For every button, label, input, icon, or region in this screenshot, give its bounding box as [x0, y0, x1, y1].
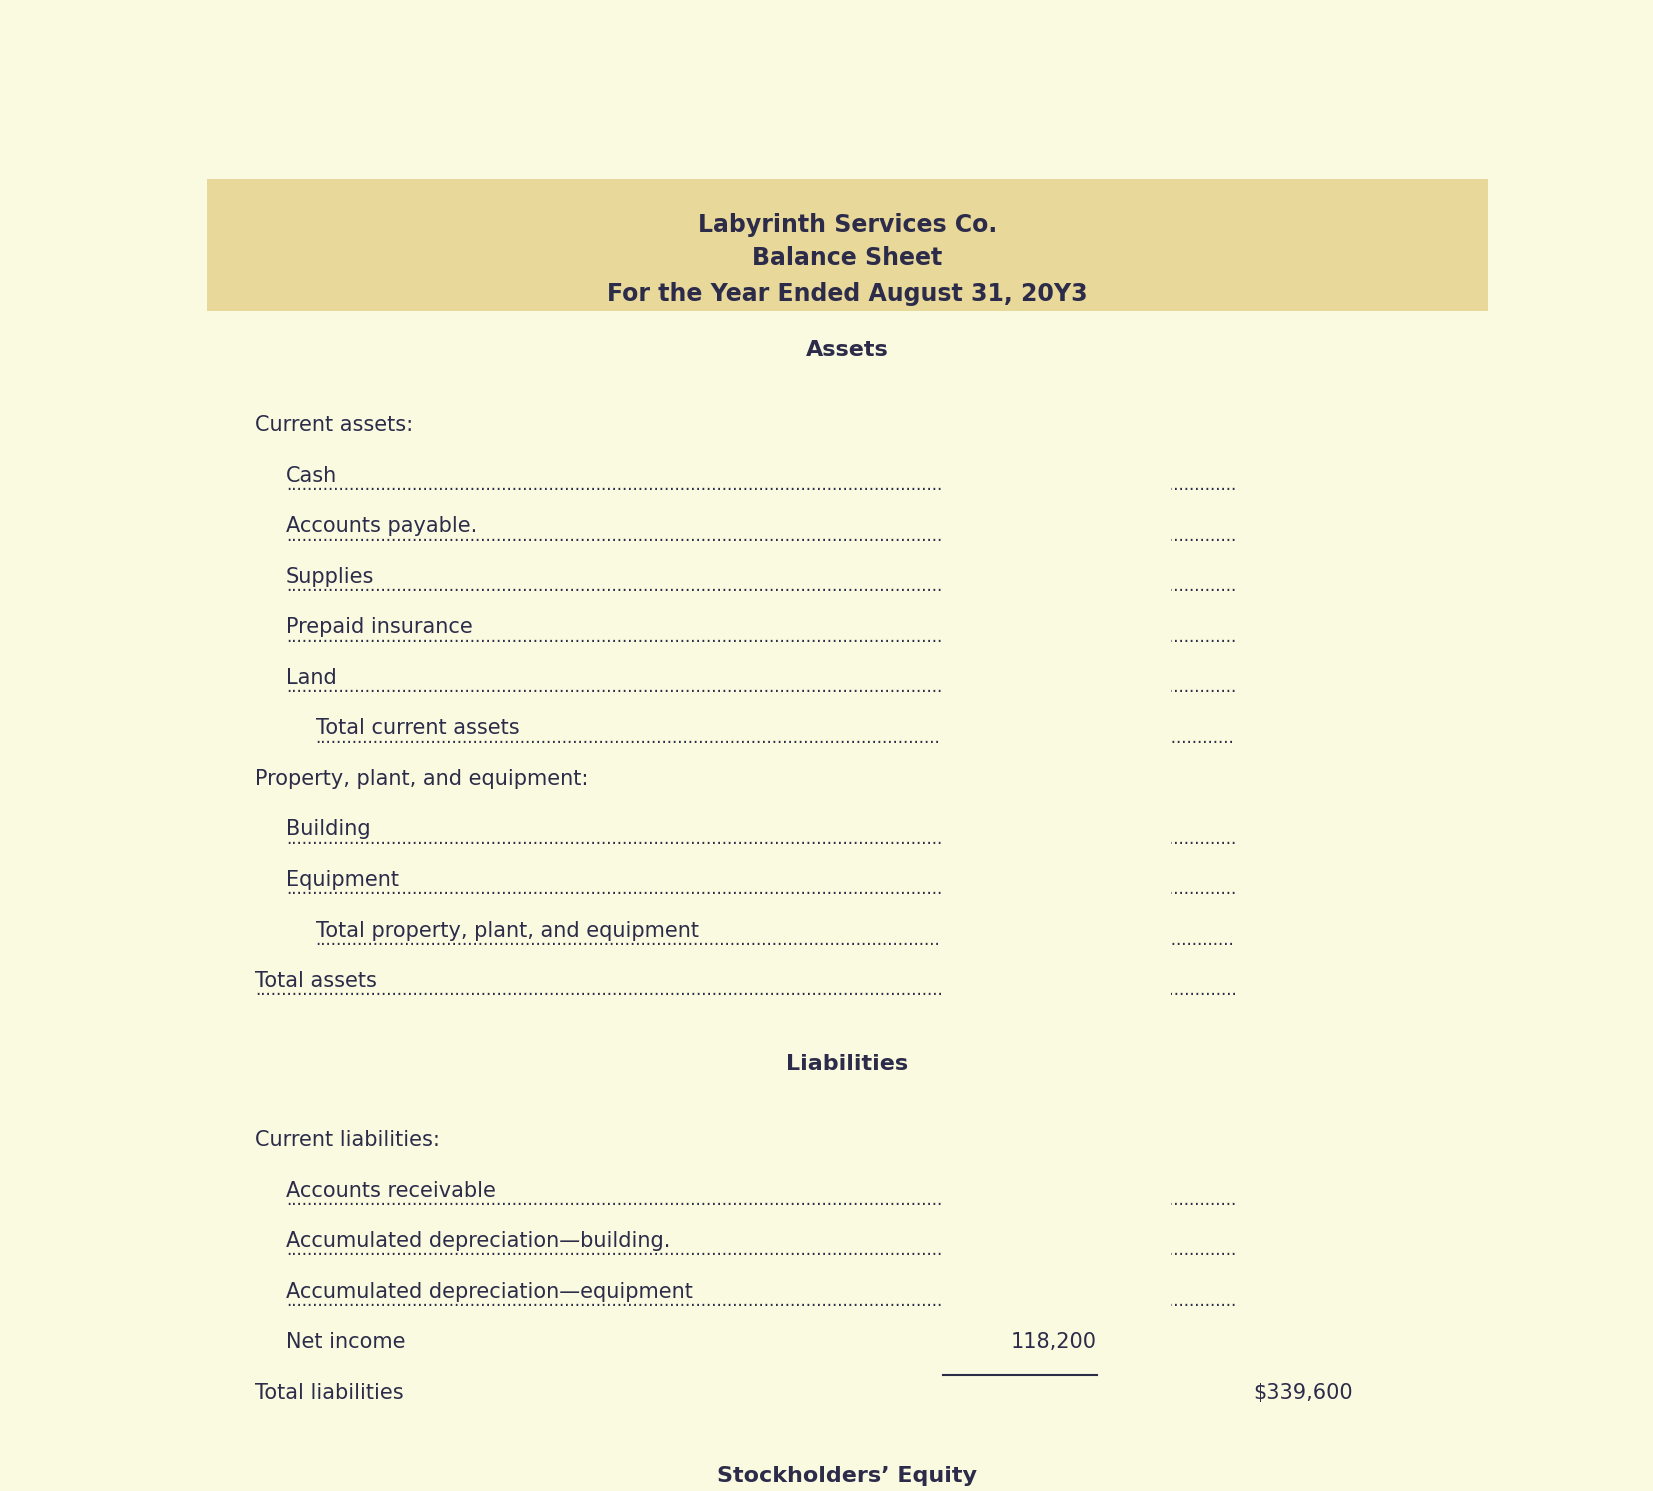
Text: ................................................................................: ........................................…	[286, 577, 1336, 595]
Text: ................................................................................: ........................................…	[286, 678, 1336, 696]
Text: Current assets:: Current assets:	[255, 416, 413, 435]
Text: Total property, plant, and equipment: Total property, plant, and equipment	[316, 920, 699, 941]
Text: 6,500: 6,500	[1036, 567, 1098, 587]
Text: ................................................................................: ........................................…	[255, 981, 1306, 999]
Bar	[207, 179, 1488, 312]
Text: ................................................................................: ........................................…	[316, 729, 1365, 747]
Text: ................................................................................: ........................................…	[286, 1342, 1336, 1360]
Text: Total liabilities: Total liabilities	[255, 1382, 403, 1403]
Text: ................................................................................: ........................................…	[286, 1242, 1336, 1260]
Text: Equipment: Equipment	[286, 871, 398, 890]
Text: Liabilities: Liabilities	[787, 1054, 907, 1075]
Text: Accumulated depreciation—building.: Accumulated depreciation—building.	[286, 1232, 671, 1251]
Text: $  18,500: $ 18,500	[998, 465, 1098, 486]
Text: 25,000: 25,000	[1025, 1282, 1098, 1302]
Text: 16,600: 16,600	[1023, 617, 1098, 638]
Bar	[1235, 312, 1428, 1327]
Text: ................................................................................: ........................................…	[286, 829, 1336, 848]
Text: Assets: Assets	[805, 340, 889, 359]
Text: 635,400: 635,400	[1266, 920, 1354, 941]
Text: $  41,400: $ 41,400	[998, 1181, 1098, 1200]
Text: ................................................................................: ........................................…	[316, 930, 1365, 948]
Text: Accumulated depreciation—equipment: Accumulated depreciation—equipment	[286, 1282, 693, 1302]
Text: Net income: Net income	[286, 1333, 405, 1352]
Text: Accounts receivable: Accounts receivable	[286, 1181, 496, 1200]
Text: Property, plant, and equipment:: Property, plant, and equipment:	[255, 769, 588, 789]
Text: Accounts payable.: Accounts payable.	[286, 516, 478, 537]
Text: 118,200: 118,200	[1012, 1333, 1098, 1352]
Text: Total assets: Total assets	[255, 971, 377, 992]
Text: Balance Sheet: Balance Sheet	[752, 246, 942, 270]
Text: Stockholders’ Equity: Stockholders’ Equity	[717, 1466, 977, 1487]
Text: Cash: Cash	[286, 465, 337, 486]
Text: ................................................................................: ........................................…	[255, 1393, 1306, 1410]
Text: Total current assets: Total current assets	[316, 719, 519, 738]
Text: 155,000: 155,000	[1012, 1232, 1098, 1251]
Text: Building: Building	[286, 820, 370, 839]
Text: ................................................................................: ........................................…	[286, 628, 1336, 646]
Text: Supplies: Supplies	[286, 567, 375, 587]
Text: $339,600: $339,600	[1253, 1382, 1354, 1403]
Bar	[941, 312, 1172, 1327]
Text: ................................................................................: ........................................…	[286, 1191, 1336, 1209]
Text: Prepaid insurance: Prepaid insurance	[286, 617, 473, 638]
Text: For the Year Ended August 31, 20Y3: For the Year Ended August 31, 20Y3	[607, 282, 1088, 306]
Text: Labyrinth Services Co.: Labyrinth Services Co.	[698, 213, 997, 237]
Text: ................................................................................: ........................................…	[286, 1291, 1336, 1311]
Text: Current liabilities:: Current liabilities:	[255, 1130, 440, 1150]
Text: $400,000: $400,000	[998, 820, 1098, 839]
Text: 31,300: 31,300	[1025, 516, 1098, 537]
Text: Land: Land	[286, 668, 337, 687]
Text: $297,900: $297,900	[1253, 719, 1354, 738]
Text: ................................................................................: ........................................…	[286, 880, 1336, 898]
Text: $933,300: $933,300	[1253, 971, 1354, 992]
Text: ................................................................................: ........................................…	[286, 526, 1336, 544]
Text: 97,000: 97,000	[1023, 871, 1098, 890]
Text: 225,000: 225,000	[1012, 668, 1098, 687]
Text: ................................................................................: ........................................…	[286, 476, 1336, 494]
